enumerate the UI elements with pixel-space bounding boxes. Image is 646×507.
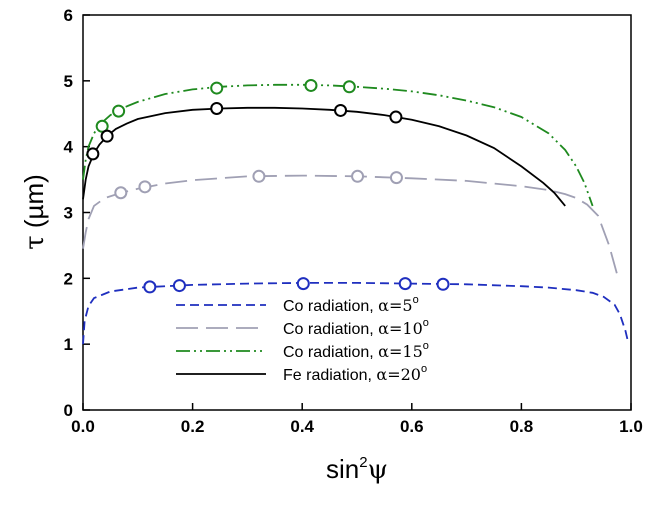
series-2-point [114, 186, 128, 200]
series-line-4 [82, 106, 566, 207]
legend-label-1: Co radiation, α=5o [283, 294, 419, 315]
series-1-point [436, 277, 450, 291]
series-3-point [304, 78, 318, 92]
series-4-point [389, 110, 403, 124]
series-1-point [143, 280, 157, 294]
series-line-3 [82, 83, 594, 207]
x-axis-title: sin2ψ [326, 454, 388, 485]
series-2-point [138, 180, 152, 194]
y-tick-label: 1 [64, 335, 73, 354]
y-axis-title-unit: (µm) [19, 174, 49, 228]
series-1-point [296, 277, 310, 291]
legend-label-4: Fe radiation, α=20o [283, 363, 427, 384]
y-tick-label: 0 [64, 401, 73, 420]
series-3-point [95, 119, 109, 133]
series-3-point [112, 104, 126, 118]
series-4-point [100, 129, 114, 143]
y-tick-label: 2 [64, 269, 73, 288]
x-axis-title-symbol: ψ [368, 455, 388, 485]
x-tick-label: 0.0 [71, 417, 95, 436]
x-tick-label: 0.6 [400, 417, 424, 436]
y-tick-label: 4 [64, 138, 74, 157]
series-3-point [342, 80, 356, 94]
legend-label-3: Co radiation, α=15o [283, 340, 429, 361]
y-tick-label: 5 [64, 72, 73, 91]
x-tick-label: 0.8 [510, 417, 534, 436]
series-4-point [334, 103, 348, 117]
x-tick-label: 0.4 [290, 417, 314, 436]
x-axis-title-sup: 2 [359, 454, 367, 471]
series-1-point [172, 279, 186, 293]
series-markers [86, 78, 450, 294]
y-axis-ticks: 0 1 2 3 4 5 6 [64, 6, 90, 420]
series-line-1 [82, 281, 630, 345]
x-tick-label: 0.2 [181, 417, 205, 436]
series-2-point [252, 169, 266, 183]
x-axis-ticks: 0.0 0.2 0.4 0.6 0.8 1.0 [71, 403, 643, 436]
series-2-point [389, 171, 403, 185]
series-1-point [398, 277, 412, 291]
series-2-point [351, 169, 365, 183]
x-axis-title-base: sin [326, 454, 359, 484]
y-axis-title-symbol: τ [20, 235, 50, 249]
series-4-point [210, 101, 224, 115]
y-tick-label: 3 [64, 204, 73, 223]
series-3-point [210, 81, 224, 95]
x-tick-label: 1.0 [619, 417, 643, 436]
legend-label-2: Co radiation, α=10o [283, 317, 429, 338]
y-tick-label: 6 [64, 6, 73, 25]
series-line-2 [82, 174, 619, 276]
series-4-point [86, 147, 100, 161]
y-axis-title: τ (µm) [19, 174, 50, 250]
